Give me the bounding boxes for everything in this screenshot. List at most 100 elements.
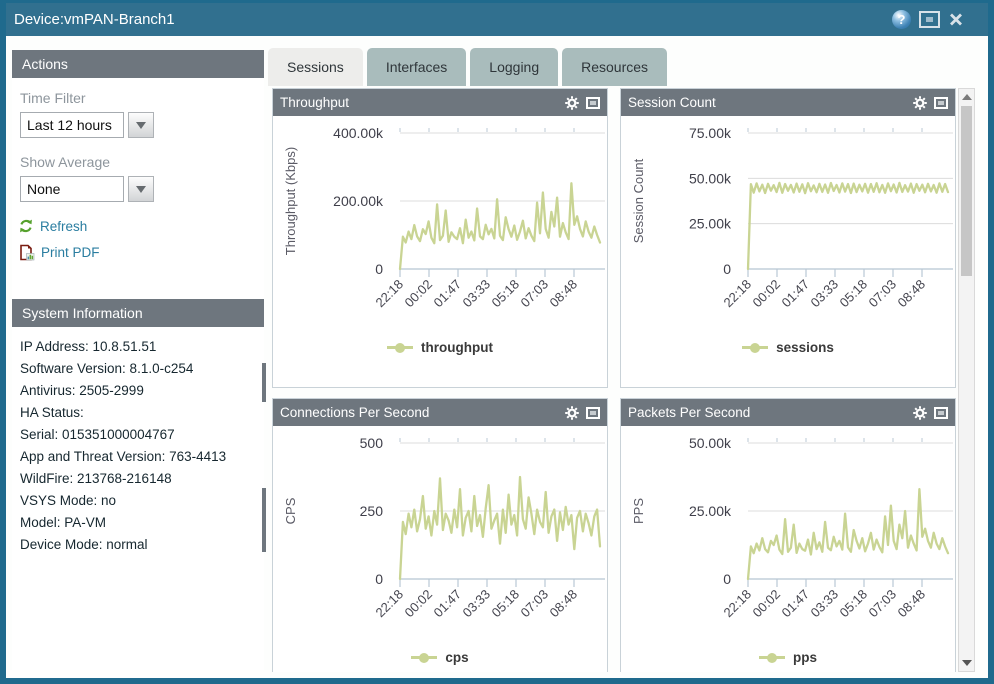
titlebar-icons: ? (892, 10, 964, 29)
svg-text:03:33: 03:33 (460, 277, 494, 311)
pdf-icon (18, 244, 35, 261)
tabbar: Sessions Interfaces Logging Resources (268, 46, 667, 86)
refresh-link[interactable]: Refresh (18, 218, 264, 234)
svg-text:03:33: 03:33 (808, 277, 842, 311)
minimize-panel-icon[interactable] (586, 407, 600, 419)
panel-header: Session Count (621, 89, 955, 116)
svg-text:05:18: 05:18 (489, 277, 523, 311)
svg-text:01:47: 01:47 (431, 587, 465, 621)
minimize-panel-icon[interactable] (586, 97, 600, 109)
legend[interactable]: cps (273, 650, 607, 665)
svg-text:200.00k: 200.00k (333, 193, 384, 209)
time-filter-select[interactable]: Last 12 hours (20, 112, 264, 138)
print-pdf-link[interactable]: Print PDF (18, 244, 264, 261)
svg-text:PPS: PPS (631, 498, 646, 524)
refresh-label: Refresh (40, 219, 87, 234)
gear-icon[interactable] (912, 95, 928, 111)
pps-chart: 50.00k25.00k022:1800:0201:4703:3305:1807… (621, 426, 955, 644)
refresh-icon (18, 218, 34, 234)
legend-label: throughput (421, 340, 493, 355)
panel-title: Session Count (628, 95, 912, 110)
panel-title: Throughput (280, 95, 564, 110)
time-filter-dropdown-trigger[interactable] (128, 112, 154, 138)
legend-label: sessions (776, 340, 834, 355)
panel-body: 50.00k25.00k022:1800:0201:4703:3305:1807… (621, 426, 955, 672)
panel-title: Packets Per Second (628, 405, 912, 420)
restore-window-icon[interactable] (919, 11, 940, 28)
time-filter-label: Time Filter (20, 90, 264, 106)
svg-text:0: 0 (375, 261, 383, 277)
throughput-chart: 400.00k200.00k022:1800:0201:4703:3305:18… (273, 116, 607, 334)
tab-sessions[interactable]: Sessions (268, 48, 363, 86)
svg-text:01:47: 01:47 (779, 587, 813, 621)
show-average-dropdown-trigger[interactable] (128, 176, 154, 202)
minimize-panel-icon[interactable] (934, 407, 948, 419)
svg-text:500: 500 (360, 435, 384, 451)
svg-text:08:48: 08:48 (547, 277, 581, 311)
info-vsys-mode: VSYS Mode: no (20, 490, 264, 512)
gear-icon[interactable] (912, 405, 928, 421)
panel-body: 75.00k50.00k25.00k022:1800:0201:4703:330… (621, 116, 955, 387)
legend[interactable]: throughput (273, 340, 607, 355)
content-area: Actions Time Filter Last 12 hours Show A… (6, 36, 988, 678)
svg-text:22:18: 22:18 (373, 277, 407, 311)
close-icon[interactable] (948, 12, 964, 27)
svg-text:07:03: 07:03 (518, 587, 552, 621)
show-average-select[interactable]: None (20, 176, 264, 202)
legend[interactable]: sessions (621, 340, 955, 355)
minimize-panel-icon[interactable] (934, 97, 948, 109)
svg-text:Throughput (Kbps): Throughput (Kbps) (283, 147, 298, 255)
info-software-version: Software Version: 8.1.0-c254 (20, 358, 264, 380)
info-antivirus: Antivirus: 2505-2999 (20, 380, 264, 402)
legend-marker-icon (411, 656, 437, 659)
tab-resources[interactable]: Resources (562, 48, 667, 86)
svg-text:00:02: 00:02 (402, 587, 436, 621)
vertical-scrollbar[interactable] (958, 88, 975, 672)
info-serial: Serial: 015351000004767 (20, 424, 264, 446)
minimize-inner (938, 411, 944, 415)
window-title: Device:vmPAN-Branch1 (14, 11, 175, 28)
chevron-down-icon (136, 122, 146, 129)
svg-text:03:33: 03:33 (808, 587, 842, 621)
svg-text:08:48: 08:48 (547, 587, 581, 621)
svg-text:25.00k: 25.00k (689, 216, 732, 232)
minimize-inner (938, 101, 944, 105)
restore-inner (926, 17, 933, 22)
svg-text:0: 0 (723, 571, 731, 587)
svg-text:22:18: 22:18 (373, 587, 407, 621)
scroll-down-arrow-icon[interactable] (962, 660, 972, 666)
svg-text:07:03: 07:03 (866, 587, 900, 621)
svg-text:75.00k: 75.00k (689, 125, 732, 141)
svg-text:00:02: 00:02 (750, 277, 784, 311)
system-information-list: IP Address: 10.8.51.51 Software Version:… (12, 327, 264, 556)
panel-header: Packets Per Second (621, 399, 955, 426)
gear-icon[interactable] (564, 405, 580, 421)
legend[interactable]: pps (621, 650, 955, 665)
packets-per-second-panel: Packets Per Second 50.00k25.00k022:1800:… (620, 398, 956, 672)
time-filter-value[interactable]: Last 12 hours (20, 112, 124, 138)
svg-text:25.00k: 25.00k (689, 503, 732, 519)
actions-header: Actions (12, 50, 264, 78)
tab-interfaces[interactable]: Interfaces (367, 48, 466, 86)
panel-header: Connections Per Second (273, 399, 607, 426)
gear-icon[interactable] (564, 95, 580, 111)
help-icon[interactable]: ? (892, 10, 911, 29)
svg-text:01:47: 01:47 (431, 277, 465, 311)
titlebar: Device:vmPAN-Branch1 ? (6, 3, 988, 36)
legend-marker-icon (387, 346, 413, 349)
cps-chart: 500250022:1800:0201:4703:3305:1807:0308:… (273, 426, 607, 644)
print-pdf-label: Print PDF (41, 245, 100, 260)
sidebar-scrollbar-mark[interactable] (262, 488, 266, 552)
sidebar-scrollbar-mark[interactable] (262, 363, 266, 402)
info-ha-status: HA Status: (20, 402, 264, 424)
charts-viewport: Throughput 400.00k200.00k022:1800:0201:4… (268, 88, 958, 672)
tab-logging[interactable]: Logging (470, 48, 558, 86)
svg-text:08:48: 08:48 (895, 277, 929, 311)
svg-text:50.00k: 50.00k (689, 435, 732, 451)
throughput-panel: Throughput 400.00k200.00k022:1800:0201:4… (272, 88, 608, 388)
sidebar: Actions Time Filter Last 12 hours Show A… (12, 50, 264, 670)
legend-marker-icon (742, 346, 768, 349)
show-average-value[interactable]: None (20, 176, 124, 202)
scroll-up-arrow-icon[interactable] (962, 94, 972, 100)
scrollbar-thumb[interactable] (961, 106, 972, 276)
